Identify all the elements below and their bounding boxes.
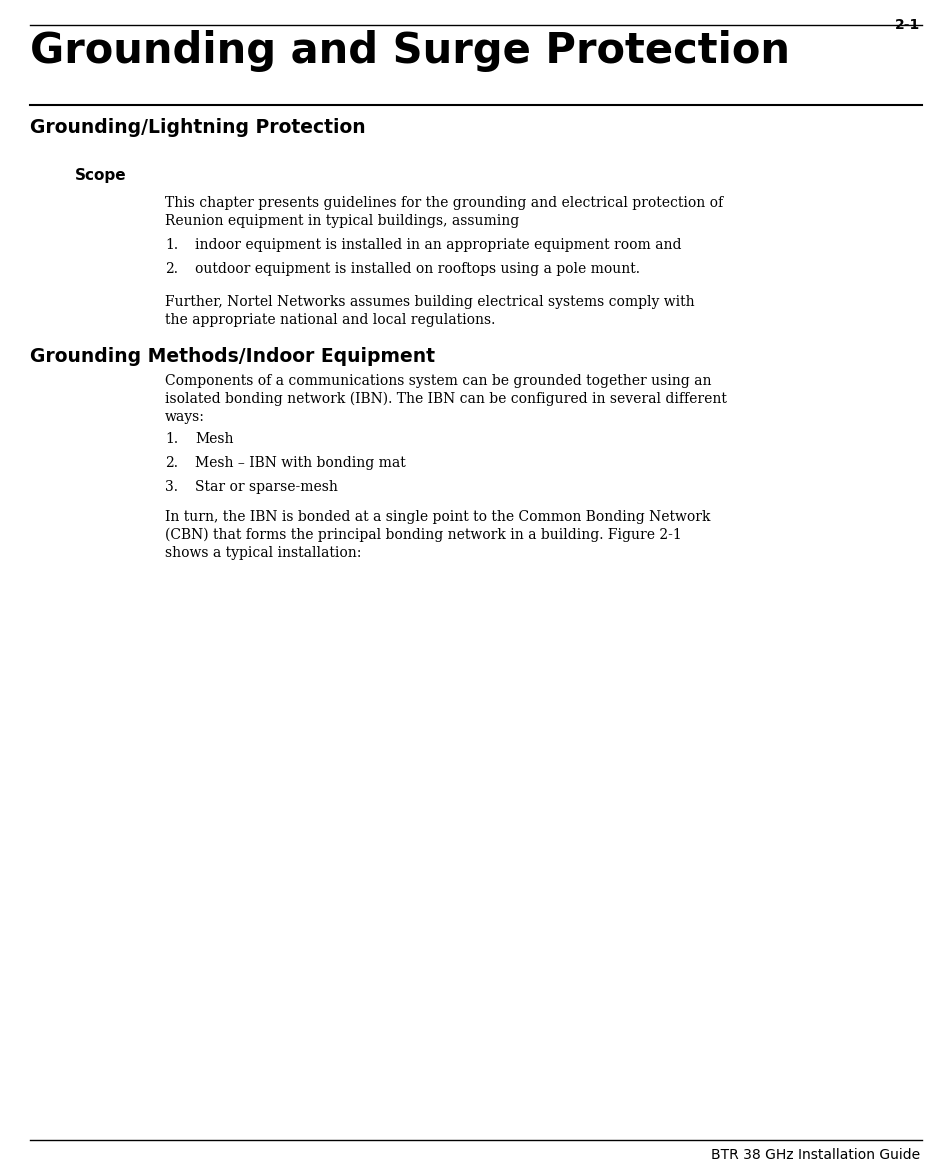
Text: In turn, the IBN is bonded at a single point to the Common Bonding Network: In turn, the IBN is bonded at a single p… (165, 510, 710, 524)
Text: indoor equipment is installed in an appropriate equipment room and: indoor equipment is installed in an appr… (195, 238, 682, 253)
Text: Further, Nortel Networks assumes building electrical systems comply with: Further, Nortel Networks assumes buildin… (165, 295, 695, 309)
Text: 2.: 2. (165, 262, 178, 276)
Text: BTR 38 GHz Installation Guide: BTR 38 GHz Installation Guide (711, 1148, 920, 1162)
Text: 1.: 1. (165, 238, 178, 253)
Text: Scope: Scope (75, 168, 127, 184)
Text: Reunion equipment in typical buildings, assuming: Reunion equipment in typical buildings, … (165, 214, 519, 228)
Text: Grounding/Lightning Protection: Grounding/Lightning Protection (30, 118, 366, 137)
Text: This chapter presents guidelines for the grounding and electrical protection of: This chapter presents guidelines for the… (165, 196, 724, 210)
Text: 3.: 3. (165, 480, 178, 494)
Text: Grounding Methods/Indoor Equipment: Grounding Methods/Indoor Equipment (30, 347, 435, 366)
Text: shows a typical installation:: shows a typical installation: (165, 546, 362, 560)
Text: outdoor equipment is installed on rooftops using a pole mount.: outdoor equipment is installed on roofto… (195, 262, 640, 276)
Text: isolated bonding network (IBN). The IBN can be configured in several different: isolated bonding network (IBN). The IBN … (165, 392, 727, 407)
Text: the appropriate national and local regulations.: the appropriate national and local regul… (165, 313, 495, 327)
Text: ways:: ways: (165, 410, 205, 424)
Text: 2-1: 2-1 (895, 18, 920, 32)
Text: Mesh – IBN with bonding mat: Mesh – IBN with bonding mat (195, 456, 406, 470)
Text: (CBN) that forms the principal bonding network in a building. Figure 2-1: (CBN) that forms the principal bonding n… (165, 528, 682, 542)
Text: Star or sparse-mesh: Star or sparse-mesh (195, 480, 338, 494)
Text: 1.: 1. (165, 433, 178, 447)
Text: Components of a communications system can be grounded together using an: Components of a communications system ca… (165, 374, 711, 388)
Text: 2.: 2. (165, 456, 178, 470)
Text: Mesh: Mesh (195, 433, 233, 447)
Text: Grounding and Surge Protection: Grounding and Surge Protection (30, 30, 790, 72)
